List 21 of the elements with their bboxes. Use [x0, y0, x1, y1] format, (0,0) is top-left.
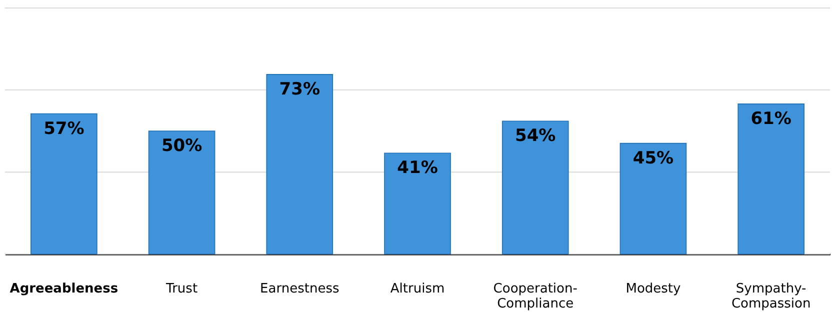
x-tick-label: Trust — [165, 282, 198, 296]
data-label: 41% — [397, 158, 438, 178]
data-label: 73% — [279, 79, 320, 100]
data-label: 61% — [750, 108, 792, 129]
bar — [384, 152, 451, 254]
bar — [266, 74, 334, 254]
data-label: 45% — [632, 148, 674, 168]
bar — [502, 120, 569, 254]
data-label: 54% — [515, 126, 556, 146]
x-tick-label: Altruism — [390, 282, 445, 296]
x-tick-label: Agreeableness — [10, 282, 118, 296]
bar — [620, 142, 687, 254]
x-tick-label: Cooperation-Compliance — [493, 282, 578, 312]
data-label: 50% — [161, 136, 202, 156]
x-tick-label: Sympathy-Compassion — [731, 282, 811, 312]
bar — [148, 130, 216, 254]
data-label: 57% — [44, 118, 84, 139]
x-tick-label: Earnestness — [260, 282, 340, 296]
bar — [30, 113, 98, 254]
bar — [738, 104, 804, 254]
x-tick-label: Modesty — [626, 282, 682, 296]
